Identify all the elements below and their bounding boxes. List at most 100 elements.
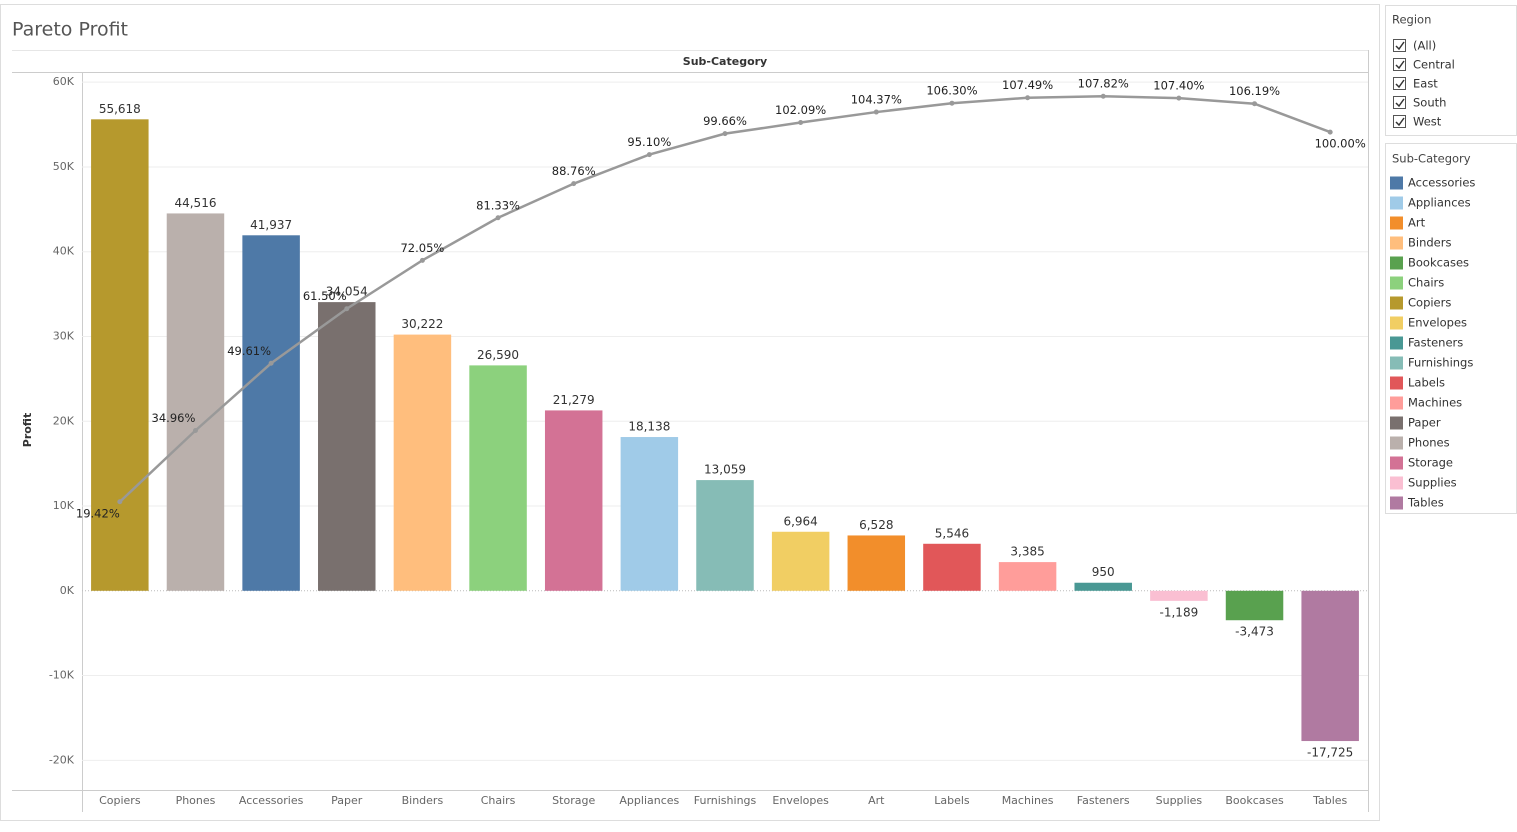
- checkmark: [1395, 98, 1405, 108]
- filter-option[interactable]: Central: [1413, 58, 1455, 72]
- legend-swatch[interactable]: [1390, 416, 1403, 430]
- legend-label[interactable]: Appliances: [1408, 196, 1471, 210]
- bar-value-label: -17,725: [1307, 746, 1353, 760]
- bar[interactable]: [847, 535, 906, 591]
- x-tick-label: Art: [868, 794, 885, 807]
- x-tick-label: Appliances: [619, 794, 679, 807]
- pareto-point[interactable]: [1025, 95, 1031, 101]
- pareto-point[interactable]: [949, 100, 955, 106]
- legend-label[interactable]: Phones: [1408, 436, 1450, 450]
- pareto-point[interactable]: [1176, 95, 1182, 101]
- bar[interactable]: [91, 119, 149, 591]
- pareto-point[interactable]: [873, 109, 879, 115]
- legend-swatch[interactable]: [1390, 256, 1403, 270]
- bar-value-label: 55,618: [99, 102, 141, 116]
- bar-value-label: 13,059: [704, 463, 746, 477]
- pareto-point[interactable]: [495, 215, 501, 221]
- legend-swatch[interactable]: [1390, 456, 1403, 470]
- legend-label[interactable]: Paper: [1408, 416, 1441, 430]
- pareto-point[interactable]: [722, 131, 728, 137]
- legend-label[interactable]: Tables: [1407, 496, 1444, 510]
- bar[interactable]: [544, 410, 603, 591]
- legend-swatch[interactable]: [1390, 176, 1403, 190]
- pareto-point[interactable]: [798, 120, 804, 126]
- bar[interactable]: [923, 543, 981, 591]
- pareto-point[interactable]: [646, 152, 652, 158]
- bar[interactable]: [1150, 590, 1208, 601]
- pareto-point[interactable]: [419, 257, 425, 263]
- legend-label[interactable]: Supplies: [1408, 476, 1457, 490]
- bar[interactable]: [318, 302, 376, 591]
- legend-label[interactable]: Bookcases: [1408, 256, 1469, 270]
- legend-panel: [1385, 143, 1517, 514]
- y-tick-label: 0K: [60, 584, 75, 597]
- legend-label[interactable]: Art: [1408, 216, 1426, 230]
- bar[interactable]: [1225, 590, 1284, 621]
- bar[interactable]: [771, 531, 830, 591]
- legend-swatch[interactable]: [1390, 396, 1403, 410]
- legend-swatch[interactable]: [1390, 496, 1403, 510]
- legend-swatch[interactable]: [1390, 336, 1403, 350]
- bar[interactable]: [1301, 590, 1359, 742]
- filter-option[interactable]: South: [1413, 96, 1446, 110]
- y-tick-label: 40K: [53, 245, 75, 258]
- bar-value-label: 21,279: [553, 393, 595, 407]
- legend-label[interactable]: Copiers: [1408, 296, 1451, 310]
- bar[interactable]: [1074, 582, 1132, 591]
- legend-label[interactable]: Machines: [1408, 396, 1462, 410]
- x-tick-label: Machines: [1002, 794, 1054, 807]
- legend-label[interactable]: Fasteners: [1408, 336, 1463, 350]
- checkbox[interactable]: [1393, 96, 1406, 109]
- legend-swatch[interactable]: [1390, 276, 1403, 290]
- y-tick-label: 10K: [53, 499, 75, 512]
- pareto-label: 106.19%: [1229, 84, 1280, 98]
- pareto-point[interactable]: [117, 499, 123, 505]
- legend-label[interactable]: Furnishings: [1408, 356, 1473, 370]
- pareto-point[interactable]: [268, 360, 274, 366]
- bar[interactable]: [620, 437, 679, 591]
- checkbox[interactable]: [1393, 58, 1406, 71]
- pareto-point[interactable]: [192, 427, 198, 433]
- bar-value-label: 30,222: [401, 317, 443, 331]
- legend-swatch[interactable]: [1390, 316, 1403, 330]
- legend-label[interactable]: Labels: [1408, 376, 1445, 390]
- pareto-label: 99.66%: [703, 114, 747, 128]
- legend-swatch[interactable]: [1390, 376, 1403, 390]
- legend-label[interactable]: Chairs: [1408, 276, 1444, 290]
- pareto-point[interactable]: [1327, 129, 1333, 135]
- pareto-point[interactable]: [1252, 101, 1258, 107]
- legend-swatch[interactable]: [1390, 236, 1403, 250]
- y-tick-label: 50K: [53, 160, 75, 173]
- pareto-point[interactable]: [571, 181, 577, 187]
- legend-swatch[interactable]: [1390, 296, 1403, 310]
- filter-option[interactable]: West: [1413, 115, 1442, 129]
- legend-swatch[interactable]: [1390, 216, 1403, 230]
- legend-swatch[interactable]: [1390, 436, 1403, 450]
- legend-label[interactable]: Envelopes: [1408, 316, 1467, 330]
- pareto-label: 95.10%: [627, 135, 671, 149]
- bar[interactable]: [696, 480, 754, 591]
- filter-option[interactable]: East: [1413, 77, 1438, 91]
- bar[interactable]: [469, 365, 527, 591]
- bar[interactable]: [242, 235, 300, 591]
- legend-swatch[interactable]: [1390, 476, 1403, 490]
- checkbox[interactable]: [1393, 77, 1406, 90]
- bar[interactable]: [998, 562, 1057, 591]
- pareto-label: 106.30%: [926, 84, 977, 98]
- checkbox[interactable]: [1393, 115, 1406, 128]
- legend-swatch[interactable]: [1390, 196, 1403, 210]
- checkbox[interactable]: [1393, 39, 1406, 52]
- x-tick-label: Labels: [934, 794, 970, 807]
- pareto-label: 61.50%: [303, 289, 347, 303]
- legend-label[interactable]: Binders: [1408, 236, 1451, 250]
- pareto-point[interactable]: [344, 306, 350, 312]
- legend-swatch[interactable]: [1390, 356, 1403, 370]
- checkmark: [1395, 41, 1405, 51]
- filter-option[interactable]: (All): [1413, 39, 1436, 53]
- x-tick-label: Phones: [176, 794, 216, 807]
- legend-label[interactable]: Storage: [1408, 456, 1453, 470]
- bar[interactable]: [166, 213, 225, 591]
- pareto-point[interactable]: [1100, 93, 1106, 99]
- bar[interactable]: [393, 334, 452, 591]
- legend-label[interactable]: Accessories: [1408, 176, 1475, 190]
